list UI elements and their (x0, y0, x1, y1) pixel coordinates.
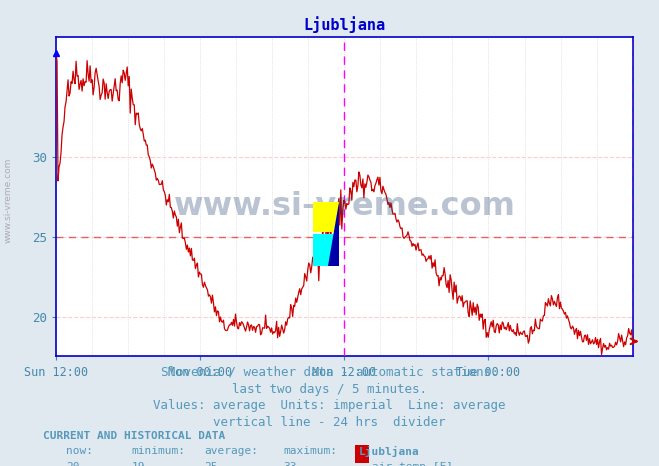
Text: now:: now: (66, 446, 93, 456)
Text: 20: 20 (66, 462, 79, 466)
Title: Ljubljana: Ljubljana (303, 16, 386, 34)
Text: last two days / 5 minutes.: last two days / 5 minutes. (232, 383, 427, 396)
Text: 19: 19 (132, 462, 145, 466)
Text: Values: average  Units: imperial  Line: average: Values: average Units: imperial Line: av… (154, 399, 505, 412)
Text: 33: 33 (283, 462, 297, 466)
Bar (312, 233, 339, 266)
Text: average:: average: (204, 446, 258, 456)
Polygon shape (328, 202, 339, 266)
Text: www.si-vreme.com: www.si-vreme.com (3, 158, 13, 243)
Text: vertical line - 24 hrs  divider: vertical line - 24 hrs divider (214, 416, 445, 429)
Text: Slovenia / weather data - automatic stations.: Slovenia / weather data - automatic stat… (161, 366, 498, 379)
Text: maximum:: maximum: (283, 446, 337, 456)
Text: www.si-vreme.com: www.si-vreme.com (173, 191, 515, 222)
Text: air temp.[F]: air temp.[F] (372, 462, 453, 466)
Text: 25: 25 (204, 462, 217, 466)
Text: minimum:: minimum: (132, 446, 186, 456)
Text: Ljubljana: Ljubljana (359, 446, 420, 458)
Bar (312, 202, 339, 232)
Text: CURRENT AND HISTORICAL DATA: CURRENT AND HISTORICAL DATA (43, 431, 225, 441)
